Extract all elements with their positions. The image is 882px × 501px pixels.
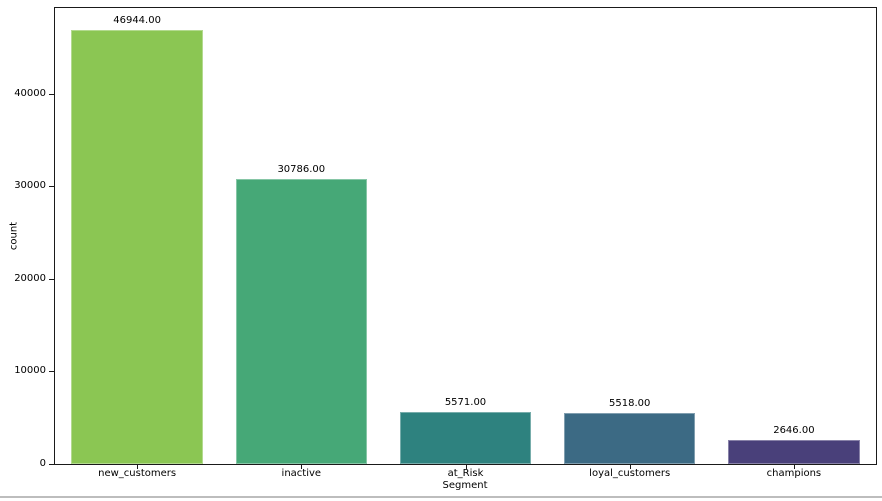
bar-value-label: 2646.00 [773, 424, 815, 436]
y-tick-label: 20000 [14, 272, 46, 284]
x-tick-mark [629, 465, 631, 469]
bar-value-label: 5518.00 [609, 397, 651, 409]
figure-bottom-border [0, 496, 882, 498]
x-tick-mark [465, 465, 467, 469]
x-axis-label: Segment [442, 480, 488, 491]
bar-value-label: 5571.00 [444, 397, 487, 409]
y-tick-label: 10000 [14, 365, 46, 377]
x-tick-label-inactive: inactive [281, 468, 322, 479]
plot-area: 46944.00 30786.00 5571.00 5518.00 2646.00 [54, 7, 877, 465]
bar-at_Risk [399, 412, 532, 464]
y-tick-label: 30000 [14, 180, 46, 192]
y-tick-mark [49, 186, 54, 188]
y-tick-mark [49, 371, 54, 373]
y-tick-label: 0 [39, 458, 46, 469]
x-tick-mark [137, 465, 139, 469]
x-tick-label-new_customers: new_customers [98, 468, 177, 479]
bar-loyal_customers [564, 412, 696, 464]
y-axis-label: count [8, 221, 20, 251]
y-tick-label: 40000 [14, 87, 46, 99]
x-tick-label-loyal_customers: loyal_customers [589, 468, 671, 479]
bar-inactive [235, 179, 367, 464]
x-tick-mark [301, 465, 303, 469]
bar-value-label: 46944.00 [113, 14, 161, 26]
x-tick-mark [793, 465, 795, 469]
bar-champions [728, 439, 860, 464]
bar-value-label: 30786.00 [277, 164, 326, 176]
bar-new_customers [71, 29, 203, 464]
y-tick-mark [49, 464, 54, 465]
y-tick-mark [49, 278, 54, 280]
x-tick-label-champions: champions [766, 468, 822, 479]
x-tick-label-at_Risk: at_Risk [447, 468, 484, 479]
y-tick-mark [49, 93, 54, 95]
